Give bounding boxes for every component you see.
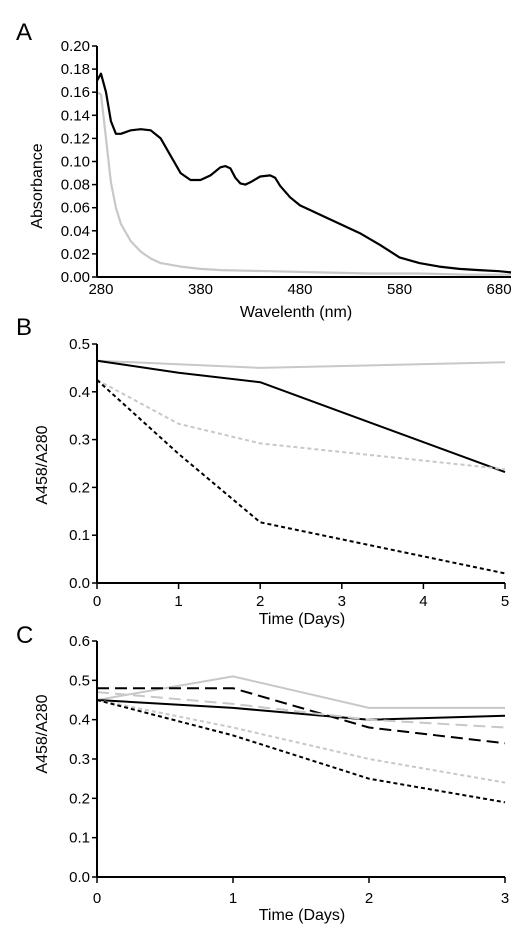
panel-c-xtick-label: 2	[365, 890, 373, 907]
panel-c-series-line-4	[96, 691, 506, 729]
panel-a-ytick-label: 0.14	[61, 107, 90, 124]
panel-b-ylabel: A458/A280	[34, 425, 51, 504]
panel-b-series-line-2	[96, 359, 506, 474]
panel-b-ytick-label: 0.4	[69, 384, 90, 401]
panel-c-xtick-label: 3	[501, 890, 509, 907]
panel-b-ytick-label: 0.2	[69, 479, 90, 496]
panel-b-series-line-1	[96, 359, 506, 369]
panel-b-series	[96, 359, 506, 575]
panel-a-ytick-label: 0.18	[61, 61, 90, 78]
panel-c-axes	[96, 641, 505, 878]
panel-a-ytick-label: 0.08	[61, 177, 90, 194]
panel-a-ytick-label: 0.00	[61, 269, 90, 286]
panel-b-xtick-label: 3	[338, 593, 346, 610]
panel-b-xtick-label: 1	[174, 593, 182, 610]
panel-a-ytick-label: 0.12	[61, 130, 90, 147]
panel-a-xtick-label: 680	[487, 281, 512, 298]
panel-a-axes	[96, 46, 511, 278]
panel-c-series-line-3	[97, 687, 506, 745]
panel-b-xtick-label: 0	[93, 593, 101, 610]
panel-b-xtick-label: 2	[256, 593, 264, 610]
panel-a-series	[96, 72, 512, 276]
panel-c-xtick-label: 0	[93, 890, 101, 907]
panel-a-series-line-1	[96, 72, 512, 274]
panel-a-ytick-label: 0.20	[61, 38, 90, 55]
panel-c-ytick-label: 0.2	[69, 790, 90, 807]
panel-c-series-line-2	[96, 699, 506, 721]
panel-c-ytick-label: 0.0	[69, 869, 90, 886]
panel-c-series	[96, 675, 506, 804]
panel-c-ytick-label: 0.6	[69, 633, 90, 650]
panel-a-ytick-label: 0.16	[61, 84, 90, 101]
panel-b-series-line-3	[96, 379, 506, 471]
panel-a-ytick-label: 0.06	[61, 200, 90, 217]
panel-b-xlabel: Time (Days)	[259, 611, 346, 628]
panel-a-ylabel: Absorbance	[29, 143, 46, 228]
panel-c-series-line-6	[96, 699, 506, 804]
panel-c-label: C	[16, 622, 33, 649]
panel-b-axes	[96, 344, 505, 584]
panel-b-ytick-label: 0.1	[69, 527, 90, 544]
panel-b-ytick-label: 0.0	[69, 575, 90, 592]
panel-c-xlabel: Time (Days)	[259, 907, 346, 924]
panel-b-ytick-label: 0.3	[69, 432, 90, 449]
panel-b-xtick-label: 4	[419, 593, 427, 610]
panel-c-ytick-label: 0.1	[69, 830, 90, 847]
panel-c-xtick-label: 1	[229, 890, 237, 907]
panel-b-ytick-label: 0.5	[69, 336, 90, 353]
panel-c: C Time (Days) A458/A280 0.00.10.20.30.40…	[16, 622, 509, 924]
panel-b-xtick-label: 5	[501, 593, 509, 610]
panel-a-ytick-label: 0.02	[61, 246, 90, 263]
panel-a-ytick-label: 0.04	[61, 223, 90, 240]
panel-a-ticks: 0.00 0.02 0.04 0.06 0.08 0.10 0.12 0.14 0.16 0.18…	[61, 38, 512, 298]
panel-c-ticks: 0.0 0.1 0.2 0.3 0.4 0.5 0.6 0 1 2 3	[69, 633, 509, 907]
panel-c-ytick-label: 0.3	[69, 751, 90, 768]
panel-b: B Time (Days) A458/A280 0.00.10.20.30.40…	[16, 314, 509, 628]
panel-a-xlabel: Wavelenth (nm)	[240, 304, 352, 321]
panel-b-label: B	[16, 314, 32, 341]
panel-a-xtick-label: 580	[387, 281, 412, 298]
panel-a-label: A	[16, 19, 32, 46]
panel-a-series-line-2	[96, 91, 511, 276]
panel-c-ytick-label: 0.5	[69, 672, 90, 689]
panel-a-xtick-label: 380	[188, 281, 213, 298]
panel-c-series-line-1	[96, 675, 505, 709]
panel-a: A Wavelenth (nm) Absorbance 0.00 0.02 0.04…	[16, 19, 512, 321]
panel-c-ytick-label: 0.4	[69, 712, 90, 729]
panel-b-series-line-4	[96, 379, 506, 575]
panel-a-xtick-label: 280	[88, 281, 113, 298]
panel-a-xtick-label: 480	[288, 281, 313, 298]
panel-c-ylabel: A458/A280	[34, 694, 51, 773]
panel-b-ticks: 0.0 0.1 0.2 0.3 0.4 0.5 0 1 2 3 4 5	[69, 336, 509, 610]
panel-a-ytick-label: 0.10	[61, 154, 90, 171]
